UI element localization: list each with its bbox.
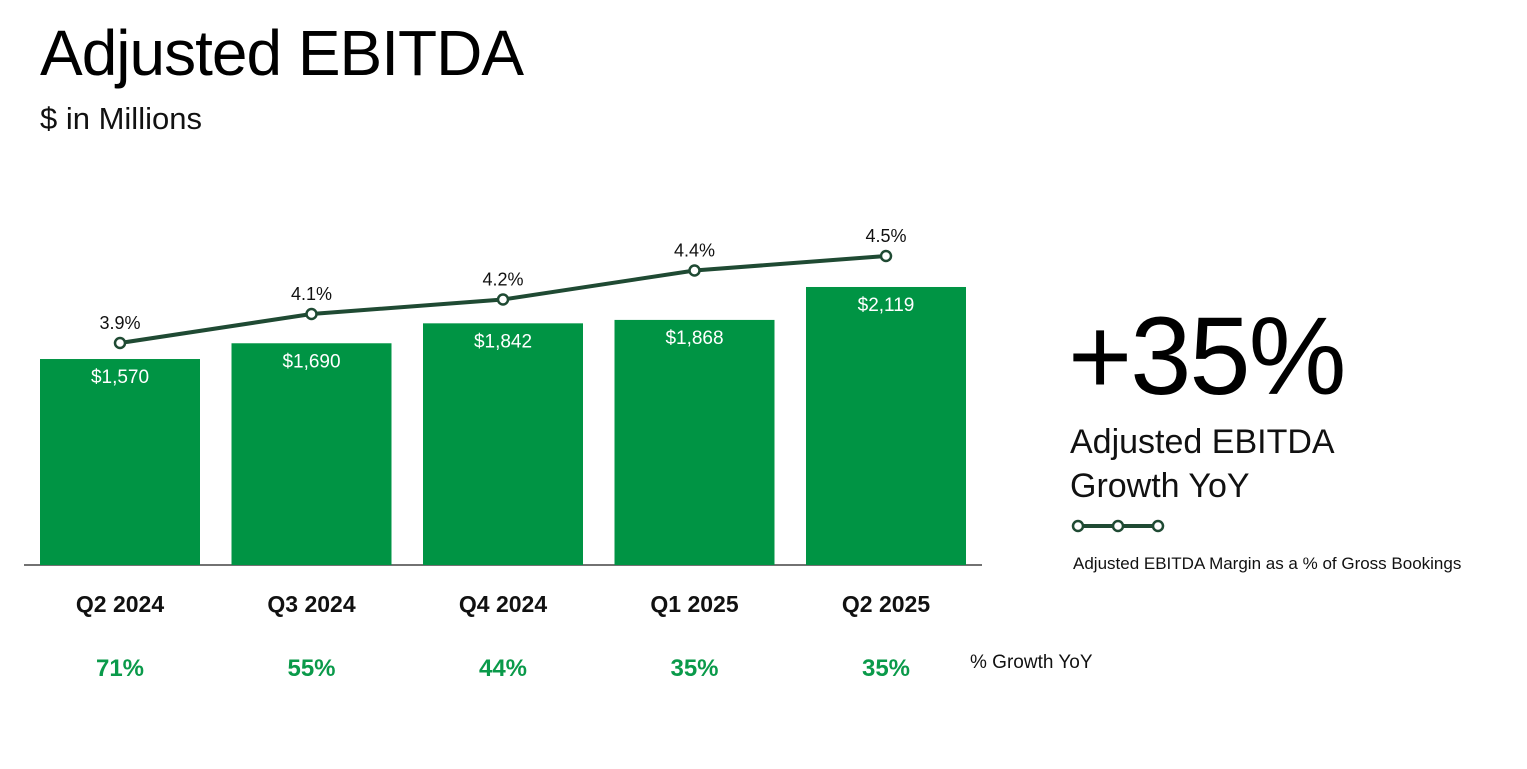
bar-value-label: $1,690	[282, 351, 340, 372]
margin-value-label: 4.1%	[291, 284, 332, 304]
bar-value-label: $1,868	[665, 328, 723, 349]
x-tick-label: Q1 2025	[650, 591, 738, 617]
page-title: Adjusted EBITDA	[40, 17, 524, 89]
growth-stat-caption-line2: Growth YoY	[1070, 467, 1250, 505]
bar-q4-2024	[423, 323, 583, 565]
bar-value-label: $1,570	[91, 367, 149, 388]
x-tick-label: Q3 2024	[267, 591, 355, 617]
margin-point	[305, 307, 318, 321]
margin-line-legend-icon	[1071, 519, 1165, 533]
margin-point	[113, 336, 127, 350]
margin-line-legend-label: Adjusted EBITDA Margin as a % of Gross B…	[1073, 554, 1462, 573]
growth-yoy-value: 55%	[287, 655, 335, 682]
x-tick-label: Q2 2024	[76, 591, 164, 617]
x-tick-label: Q4 2024	[459, 591, 547, 617]
bar-q2-2025	[806, 286, 966, 565]
margin-value-label: 4.4%	[674, 241, 715, 261]
margin-value-label: 3.9%	[99, 313, 140, 333]
growth-stat-value: +35%	[1068, 295, 1346, 418]
growth-yoy-value: 35%	[670, 655, 718, 682]
growth-row-label: % Growth YoY	[970, 652, 1093, 673]
margin-point	[879, 249, 893, 263]
growth-yoy-value: 44%	[479, 655, 527, 682]
growth-yoy-value: 71%	[96, 655, 144, 682]
bar-value-label: $1,842	[474, 331, 532, 352]
growth-stat-caption: Adjusted EBITDA Growth YoY	[1070, 420, 1390, 508]
margin-value-label: 4.2%	[482, 270, 523, 290]
bar-value-label: $2,119	[858, 295, 915, 316]
growth-stat-caption-line1: Adjusted EBITDA	[1070, 423, 1335, 461]
margin-point	[688, 264, 701, 277]
ebitda-chart: $1,570 Q2 2024 71% $1,690 Q3 2024 55% $1,842 Q4…	[24, 226, 982, 682]
page-subtitle: $ in Millions	[40, 101, 202, 136]
bar-q2-2024	[40, 359, 200, 565]
growth-yoy-value: 35%	[862, 655, 910, 682]
margin-value-label: 4.5%	[865, 226, 906, 246]
bar-q3-2024	[231, 343, 392, 565]
margin-point	[496, 293, 510, 306]
x-tick-label: Q2 2025	[842, 591, 930, 617]
bar-q1-2025	[614, 319, 775, 565]
